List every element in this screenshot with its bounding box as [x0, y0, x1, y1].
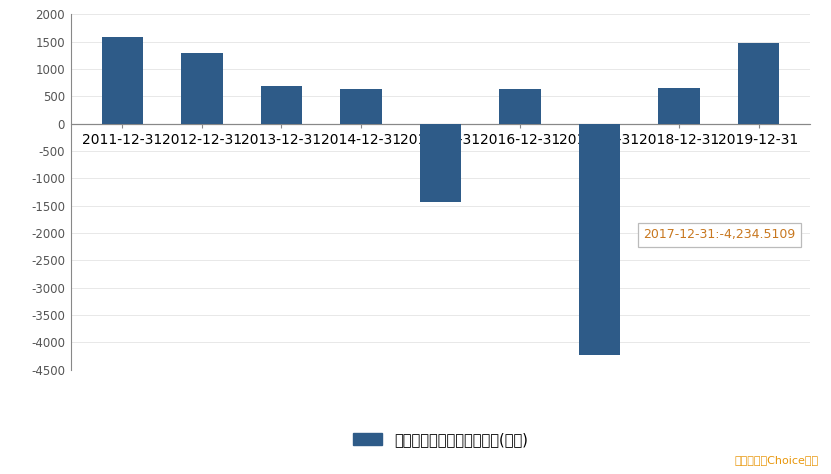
Bar [261, 86, 302, 124]
Bar [579, 124, 620, 355]
Bar [101, 37, 143, 124]
Bar [181, 53, 223, 124]
Bar [420, 124, 461, 202]
Bar [499, 89, 541, 124]
Text: 数据来源：Choice数据: 数据来源：Choice数据 [735, 456, 819, 465]
Legend: 归属于母公司股东的净利润(万元): 归属于母公司股东的净利润(万元) [353, 432, 528, 447]
Bar [738, 43, 779, 124]
Text: 2017-12-31:-4,234.5109: 2017-12-31:-4,234.5109 [643, 228, 795, 241]
Bar [658, 88, 700, 124]
Bar [340, 89, 381, 124]
